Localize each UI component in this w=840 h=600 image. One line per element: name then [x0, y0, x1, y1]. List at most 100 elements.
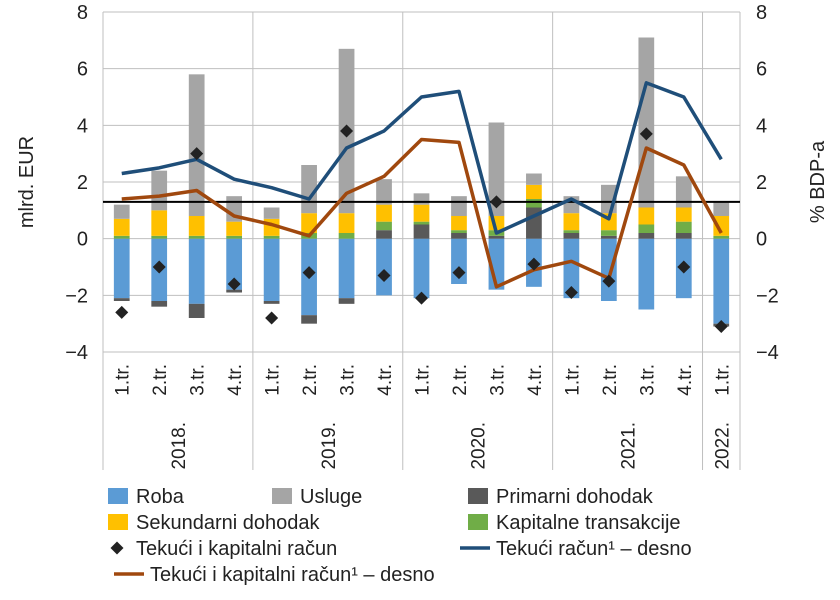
- bar-sekundarni: [563, 213, 580, 231]
- bar-kapitalne: [638, 224, 655, 233]
- legend-swatch-sekundarni: [108, 514, 128, 530]
- bar-sekundarni: [638, 207, 655, 225]
- x-tick-label: 4.tr.: [525, 364, 546, 396]
- x-tick-label: 1.tr.: [263, 364, 284, 396]
- x-tick-label: 2.tr.: [450, 364, 471, 396]
- y-right-tick-label: −4: [756, 342, 779, 364]
- bar-usluge: [638, 37, 655, 208]
- lines-layer: [121, 81, 723, 289]
- x-tick-label: 3.tr.: [338, 364, 359, 396]
- x-year-label: 2019.: [319, 422, 340, 470]
- legend-swatch-roba: [108, 488, 128, 504]
- bar-sekundarni: [376, 204, 392, 222]
- bar-usluge: [451, 196, 467, 216]
- marker-point: [115, 305, 129, 319]
- y-right-tick-label: 6: [756, 59, 767, 81]
- y-left-tick-label: −2: [65, 285, 88, 307]
- legend-label: Usluge: [300, 486, 362, 508]
- x-tick-label: 1.tr.: [562, 364, 583, 396]
- y-right-tick-label: 2: [756, 172, 767, 194]
- x-tick-label: 4.tr.: [675, 364, 696, 396]
- legend-label: Sekundarni dohodak: [136, 512, 320, 534]
- x-tick-label: 1.tr.: [113, 364, 134, 396]
- bar-roba: [226, 238, 243, 290]
- bar-kapitalne: [413, 221, 430, 225]
- x-tick-label: 4.tr.: [375, 364, 396, 396]
- x-tick-label: 1.tr.: [413, 364, 434, 396]
- bar-sekundarni: [151, 210, 168, 236]
- line-series-0: [121, 81, 723, 235]
- y-right-tick-label: −2: [756, 285, 779, 307]
- bar-kapitalne: [526, 199, 542, 208]
- x-year-label: 2021.: [619, 422, 640, 470]
- bar-roba: [413, 238, 430, 299]
- legend: Roba Usluge Primarni dohodak Sekundarni doh…: [108, 486, 692, 586]
- bar-primarni: [226, 289, 243, 293]
- bar-usluge: [151, 170, 168, 211]
- bar-kapitalne: [600, 230, 617, 236]
- bar-usluge: [413, 193, 430, 205]
- marker-point: [714, 320, 728, 333]
- marker-point: [377, 269, 391, 282]
- legend-marker-swatch: [110, 541, 124, 555]
- bar-roba: [338, 238, 355, 299]
- marker-point: [415, 291, 428, 305]
- bar-roba: [638, 238, 655, 310]
- bar-usluge: [263, 207, 280, 219]
- bar-primarni: [301, 315, 317, 324]
- marker-point: [152, 260, 166, 274]
- bar-sekundarni: [301, 213, 317, 233]
- markers-layer: [115, 124, 728, 333]
- y-left-tick-label: 0: [77, 229, 88, 251]
- bar-primarni: [376, 230, 392, 239]
- y-left-tick-label: 4: [77, 115, 88, 137]
- bar-primarni: [488, 235, 505, 239]
- marker-point: [602, 274, 616, 288]
- x-tick-label: 2.tr.: [300, 364, 321, 396]
- bar-sekundarni: [226, 221, 243, 236]
- gridlines: [102, 11, 741, 470]
- bar-kapitalne: [113, 235, 130, 239]
- marker-point: [302, 266, 316, 280]
- bar-roba: [600, 238, 617, 301]
- legend-swatch-primarni: [468, 488, 488, 504]
- legend-label: Kapitalne transakcije: [496, 512, 681, 534]
- x-tick-label: 2.tr.: [600, 364, 621, 396]
- marker-point: [452, 266, 466, 280]
- bar-primarni: [263, 301, 280, 304]
- bar-sekundarni: [713, 216, 730, 236]
- bar-roba: [263, 238, 280, 301]
- bar-primarni: [113, 298, 130, 301]
- bar-kapitalne: [563, 230, 580, 233]
- bar-roba: [376, 238, 392, 296]
- bar-roba: [113, 238, 130, 299]
- x-year-label: 2022.: [712, 422, 733, 470]
- bar-primarni: [413, 224, 430, 239]
- y-left-tick-label: 8: [77, 2, 88, 24]
- bar-kapitalne: [675, 221, 692, 233]
- x-tick-label: 3.tr.: [188, 364, 209, 396]
- bar-primarni: [151, 301, 168, 307]
- bar-roba: [563, 238, 580, 299]
- x-tick-label: 3.tr.: [487, 364, 508, 396]
- bar-primarni: [600, 235, 617, 239]
- bar-usluge: [376, 179, 392, 205]
- marker-point: [677, 260, 691, 274]
- bar-kapitalne: [376, 221, 392, 231]
- bar-kapitalne: [263, 235, 280, 239]
- bar-usluge: [188, 74, 205, 216]
- bar-kapitalne: [226, 235, 243, 239]
- bar-usluge: [113, 204, 130, 219]
- bar-sekundarni: [338, 213, 355, 233]
- line-series-1: [121, 137, 723, 289]
- y-left-tick-label: 2: [77, 172, 88, 194]
- bar-primarni: [638, 233, 655, 239]
- marker-point: [527, 257, 541, 271]
- legend-label: Tekući i kapitalni račun: [136, 538, 337, 560]
- legend-label: Primarni dohodak: [496, 486, 654, 508]
- marker-point: [489, 195, 503, 209]
- x-tick-label: 3.tr.: [637, 364, 658, 396]
- marker-point: [564, 286, 578, 299]
- y-right-axis-title: % BDP-a: [807, 140, 829, 223]
- legend-label: Tekući i kapitalni račun¹ – desno: [150, 564, 435, 586]
